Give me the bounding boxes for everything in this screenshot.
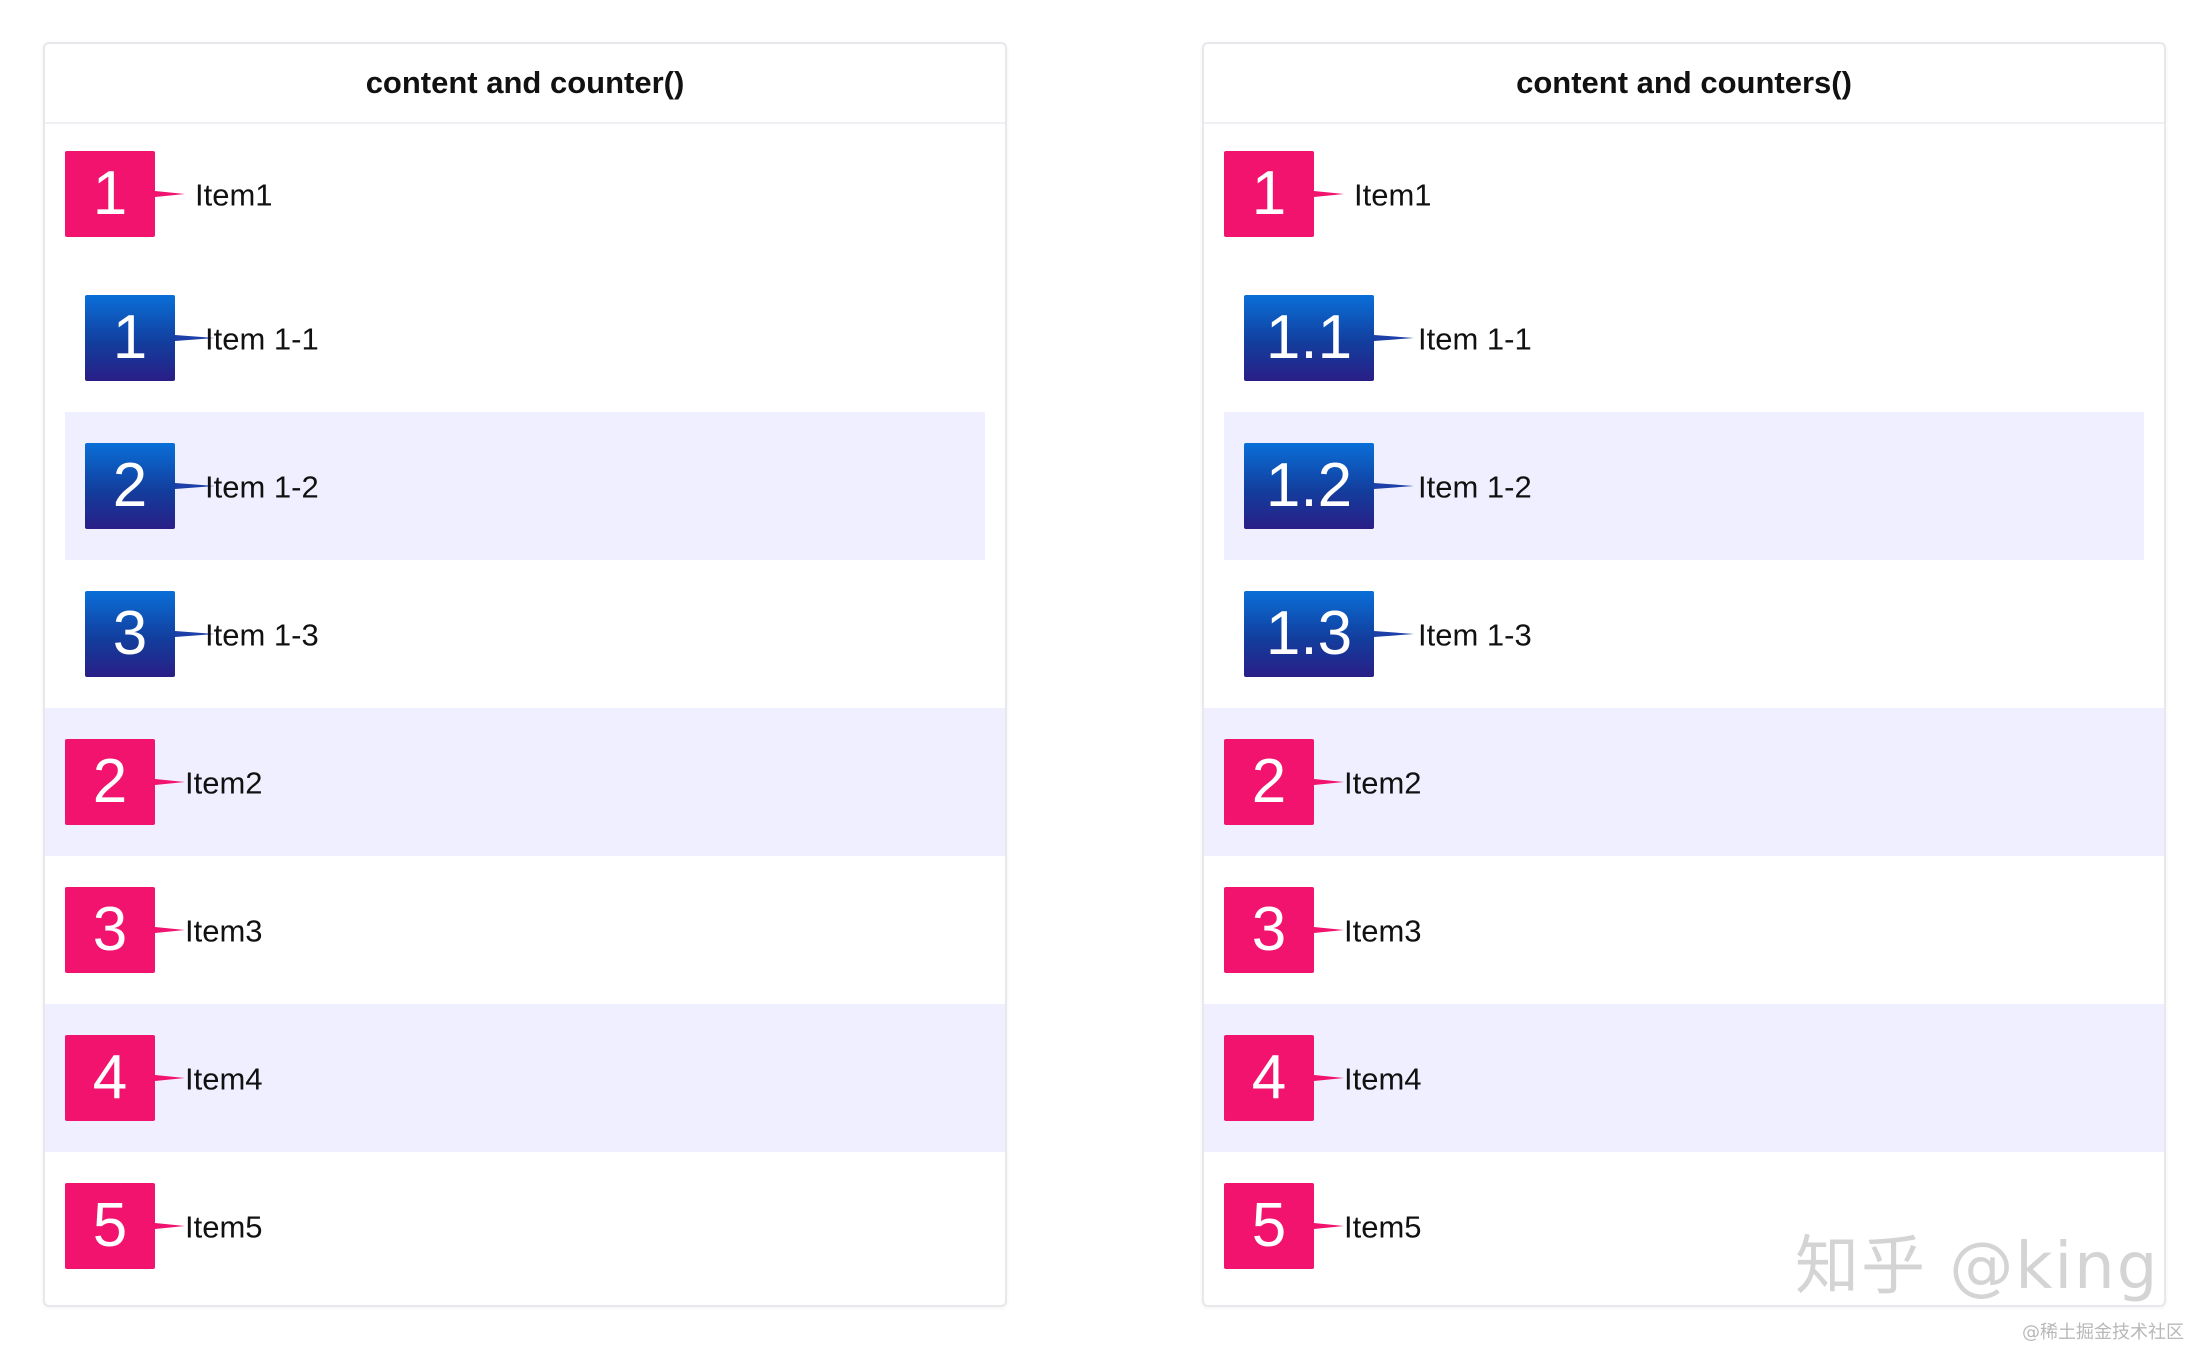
item-label: Item2 — [185, 765, 263, 801]
juejin-watermark: @稀土掘金技术社区 — [2022, 1322, 2184, 1343]
counter-marker: 3 — [85, 591, 175, 677]
list-item: 1.1 Item 1-1 — [1224, 264, 2144, 412]
panel-title: content and counters() — [1204, 44, 2164, 124]
marker-pointer — [1314, 779, 1344, 785]
item-label: Item 1-2 — [1418, 469, 1532, 505]
item-label: Item 1-3 — [1418, 617, 1532, 653]
counter-marker: 1 — [65, 151, 155, 237]
counter-marker: 1 — [1224, 151, 1314, 237]
marker-pointer — [175, 631, 215, 637]
marker-pointer — [1374, 631, 1414, 637]
marker-pointer — [1374, 335, 1414, 341]
counter-marker: 1.1 — [1244, 295, 1374, 381]
marker-pointer — [1314, 1075, 1344, 1081]
counter-panel: content and counter() 1 Item1 1 Item 1-1… — [43, 42, 1007, 1307]
marker-pointer — [175, 483, 215, 489]
marker-pointer — [155, 779, 185, 785]
item-label: Item5 — [1344, 1209, 1422, 1245]
counter-marker: 2 — [85, 443, 175, 529]
marker-pointer — [1374, 483, 1414, 489]
marker-pointer — [155, 927, 185, 933]
counter-marker: 2 — [1224, 739, 1314, 825]
item-label: Item3 — [1344, 913, 1422, 949]
counter-marker: 3 — [65, 887, 155, 973]
item-label: Item4 — [185, 1061, 263, 1097]
marker-pointer — [1314, 1223, 1344, 1229]
counter-marker: 4 — [65, 1035, 155, 1121]
marker-pointer — [175, 335, 215, 341]
list-item: 3 Item3 — [45, 856, 1005, 1004]
marker-pointer — [1314, 191, 1344, 197]
counter-marker: 1.2 — [1244, 443, 1374, 529]
item-label: Item 1-3 — [205, 617, 319, 653]
nested-list: 1 Item 1-1 2 Item 1-2 3 Item 1-3 — [45, 264, 1005, 708]
panel-title: content and counter() — [45, 44, 1005, 124]
list-item: 2 Item2 — [1204, 708, 2164, 856]
item-label: Item3 — [185, 913, 263, 949]
list-item: 1 Item1 — [1204, 124, 2164, 264]
list-item: 1.2 Item 1-2 — [1224, 412, 2144, 560]
counter-marker: 3 — [1224, 887, 1314, 973]
item-label: Item 1-1 — [205, 321, 319, 357]
item-label: Item2 — [1344, 765, 1422, 801]
counters-panel: content and counters() 1 Item1 1.1 Item … — [1202, 42, 2166, 1307]
list-item: 3 Item 1-3 — [65, 560, 985, 708]
counter-marker: 4 — [1224, 1035, 1314, 1121]
item-label: Item 1-1 — [1418, 321, 1532, 357]
list-item: 5 Item5 — [1204, 1152, 2164, 1300]
counter-marker: 1 — [85, 295, 175, 381]
counter-marker: 5 — [1224, 1183, 1314, 1269]
marker-pointer — [155, 191, 185, 197]
counter-marker: 1.3 — [1244, 591, 1374, 677]
list-item: 1 Item1 — [45, 124, 1005, 264]
nested-list: 1.1 Item 1-1 1.2 Item 1-2 1.3 Item 1-3 — [1204, 264, 2164, 708]
list-item: 2 Item 1-2 — [65, 412, 985, 560]
list-item: 2 Item2 — [45, 708, 1005, 856]
list-item: 4 Item4 — [1204, 1004, 2164, 1152]
marker-pointer — [1314, 927, 1344, 933]
list-item: 4 Item4 — [45, 1004, 1005, 1152]
list-item: 1.3 Item 1-3 — [1224, 560, 2144, 708]
counter-marker: 2 — [65, 739, 155, 825]
list-item: 1 Item 1-1 — [65, 264, 985, 412]
zhihu-watermark: 知乎 @king — [1795, 1230, 2160, 1304]
marker-pointer — [155, 1223, 185, 1229]
item-label: Item5 — [185, 1209, 263, 1245]
item-label: Item 1-2 — [205, 469, 319, 505]
item-label: Item4 — [1344, 1061, 1422, 1097]
counter-marker: 5 — [65, 1183, 155, 1269]
item-label: Item1 — [1354, 177, 1432, 213]
list-item: 3 Item3 — [1204, 856, 2164, 1004]
item-label: Item1 — [195, 177, 273, 213]
marker-pointer — [155, 1075, 185, 1081]
list-item: 5 Item5 — [45, 1152, 1005, 1300]
